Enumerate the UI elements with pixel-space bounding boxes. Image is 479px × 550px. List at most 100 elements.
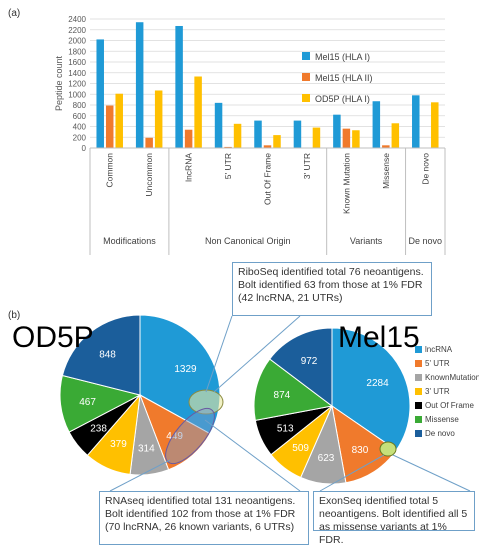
y-tick-label: 200 [73,133,87,142]
bar [115,93,123,148]
riboseq-callout: RiboSeq identified total 76 neoantigens.… [232,262,432,316]
bar [105,105,114,148]
pie-slice [269,327,333,408]
group-label: Modifications [103,236,156,246]
slice-value-label: 972 [301,356,318,367]
bar [233,123,242,148]
x-tick-label: 5' UTR [223,153,233,179]
pie-legend-swatch [415,388,422,395]
exonseq-callout: ExonSeq identified total 5 neoantigens. … [313,491,475,546]
panel-b-label: (b) [8,310,20,321]
bar [96,39,104,148]
pie-legend-swatch [415,360,422,367]
bar [312,127,321,148]
y-tick-label: 1800 [68,47,86,56]
pie-legend-label: lncRNA [425,345,453,354]
y-axis-label: Peptide count [54,55,64,111]
slice-value-label: 467 [79,397,96,408]
pie-legend-label: 5' UTR [425,359,450,368]
bar [333,114,341,148]
bar [293,120,302,148]
x-tick-label: Common [105,153,115,188]
panel-a-label: (a) [8,8,20,19]
bar [372,101,381,148]
pie-legend-label: KnownMutation [425,373,479,382]
y-tick-label: 2200 [68,26,86,35]
y-tick-label: 600 [73,112,87,121]
pie-legend-swatch [415,346,422,353]
pie-legend-swatch [415,430,422,437]
bar [382,145,390,148]
pie-legend-label: 3' UTR [425,387,450,396]
slice-value-label: 623 [318,453,335,464]
rnaseq-callout: RNAseq identified total 131 neoantigens.… [99,491,309,545]
x-tick-label: De novo [420,153,430,185]
callout-connector [109,459,171,492]
bar [214,102,223,148]
slice-value-label: 848 [99,349,116,360]
slice-value-label: 379 [110,439,127,450]
bar [154,90,163,148]
legend-label: Mel15 (HLA I) [315,52,370,62]
bar [145,137,153,148]
y-tick-label: 0 [82,144,87,153]
legend-label: Mel15 (HLA II) [315,73,373,83]
bar [273,135,281,148]
callout-connector [205,315,233,393]
pie-legend-label: Out Of Frame [425,401,474,410]
exonseq-highlight [379,441,397,457]
y-tick-label: 800 [73,101,87,110]
legend-swatch [302,52,310,60]
bar [175,25,183,148]
riboseq-callout-text: RiboSeq identified total 76 neoantigens.… [238,266,424,304]
y-tick-label: 1000 [68,90,86,99]
bar [184,129,193,148]
group-label: Non Canonical Origin [205,236,291,246]
rnaseq-highlight [165,407,215,465]
x-tick-label: Out Of Frame [263,153,273,205]
pie-title: Mel15 [338,321,420,354]
bar [391,123,400,148]
pie-slice [331,327,411,451]
bar [431,102,439,148]
x-tick-label: 3' UTR [302,153,312,179]
callout-connector [213,315,301,393]
y-tick-label: 400 [73,123,87,132]
x-tick-label: Uncommon [144,153,154,197]
pie-2: 2284 830 623 509 513 874 972 [253,327,411,485]
bar [263,145,272,148]
legend-swatch [302,73,310,81]
x-tick-label: lncRNA [184,153,194,182]
group-label: Variants [350,236,383,246]
pie-legend-label: De novo [425,429,455,438]
slice-value-label: 874 [274,390,291,401]
pie-slice [61,314,141,396]
bar [135,22,144,149]
callout-connector [204,419,301,492]
pie-legend-swatch [415,416,422,423]
slice-value-label: 509 [292,443,309,454]
bar [224,146,232,148]
bar-chart: 0200400600800100012001400160018002000220… [54,15,446,255]
bar [412,95,420,148]
legend-label: OD5P (HLA I) [315,94,370,104]
pie-slice [253,358,334,421]
legend-swatch [302,94,310,102]
y-tick-label: 2000 [68,37,86,46]
x-tick-label: Missense [381,153,391,189]
pie-legend-swatch [415,374,422,381]
bar [194,76,202,148]
bar [352,130,360,148]
callout-connector [392,454,471,492]
riboseq-highlight [188,389,224,415]
y-tick-label: 1200 [68,80,86,89]
rnaseq-callout-text: RNAseq identified total 131 neoantigens.… [105,495,296,533]
bar [254,120,262,148]
x-tick-label: Known Mutation [341,153,351,214]
y-tick-label: 1400 [68,69,86,78]
slice-value-label: 238 [90,424,107,435]
y-tick-label: 2400 [68,15,86,24]
group-label: De novo [409,236,443,246]
